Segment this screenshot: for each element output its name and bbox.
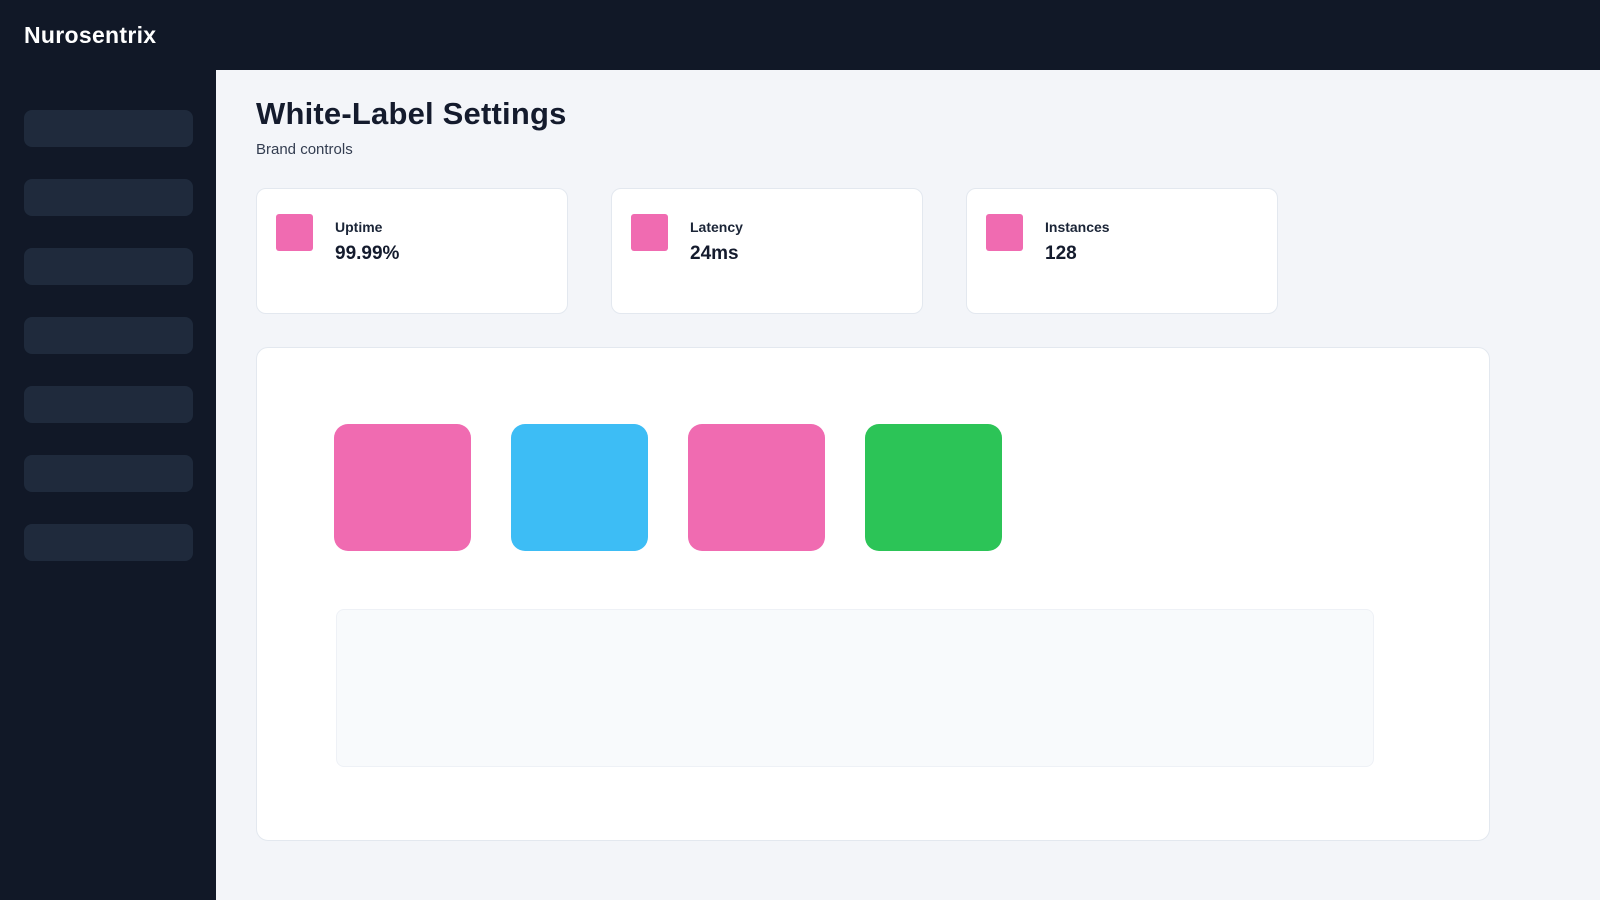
sidebar-item-skeleton[interactable] (24, 110, 193, 147)
stat-accent-swatch (276, 214, 313, 251)
brand-color-swatches (334, 424, 1002, 551)
stat-label: Uptime (335, 219, 383, 235)
stat-value: 24ms (690, 243, 739, 264)
brand-color-blue-swatch[interactable] (511, 424, 648, 551)
sidebar-item-skeleton[interactable] (24, 386, 193, 423)
page-title: White-Label Settings (256, 96, 567, 131)
brand-preview-placeholder (336, 609, 1374, 767)
sidebar: Nurosentrix (0, 0, 216, 900)
sidebar-item-skeleton[interactable] (24, 179, 193, 216)
stat-accent-swatch (986, 214, 1023, 251)
stat-card-uptime: Uptime 99.99% (256, 188, 568, 314)
brand-color-green-swatch[interactable] (865, 424, 1002, 551)
stat-label: Latency (690, 219, 743, 235)
sidebar-item-skeleton[interactable] (24, 317, 193, 354)
stat-accent-swatch (631, 214, 668, 251)
sidebar-nav (24, 110, 193, 561)
sidebar-item-skeleton[interactable] (24, 248, 193, 285)
stat-value: 128 (1045, 243, 1077, 264)
main-content: White-Label Settings Brand controls Upti… (216, 70, 1600, 900)
stat-value: 99.99% (335, 243, 400, 264)
brand-controls-panel (256, 347, 1490, 841)
brand-logo: Nurosentrix (24, 22, 157, 48)
sidebar-item-skeleton[interactable] (24, 455, 193, 492)
brand-color-pink-1-swatch[interactable] (334, 424, 471, 551)
page-subtitle: Brand controls (256, 141, 353, 158)
stat-card-latency: Latency 24ms (611, 188, 923, 314)
sidebar-item-skeleton[interactable] (24, 524, 193, 561)
stat-card-instances: Instances 128 (966, 188, 1278, 314)
stats-row: Uptime 99.99% Latency 24ms Instances 128 (256, 188, 1560, 314)
brand-color-pink-2-swatch[interactable] (688, 424, 825, 551)
stat-label: Instances (1045, 219, 1110, 235)
